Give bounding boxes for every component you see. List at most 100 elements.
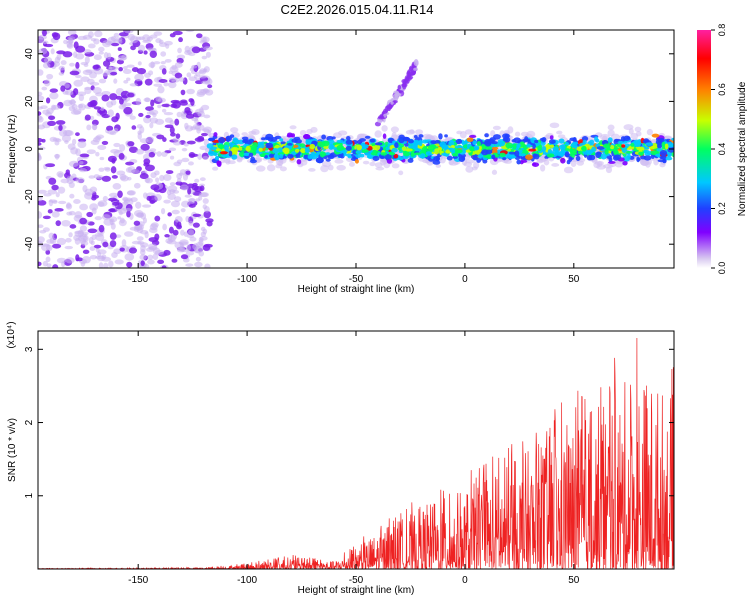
noise-blob (75, 53, 85, 60)
noise-blob (154, 233, 160, 241)
noise-blob (169, 33, 176, 38)
noise-blob (67, 30, 77, 36)
noise-blob (157, 104, 162, 109)
noise-blob (93, 54, 102, 61)
noise-blob (198, 75, 208, 79)
colorbar-tick-label: 0.4 (717, 143, 727, 156)
noise-blob (98, 46, 105, 52)
band-blob (287, 142, 293, 146)
noise-blob (69, 70, 80, 76)
band-blob (455, 138, 463, 145)
noise-blob (143, 158, 151, 165)
band-halo-blob (255, 165, 266, 172)
noise-blob (168, 81, 177, 89)
noise-blob (156, 134, 165, 140)
band-blob (518, 153, 526, 157)
noise-blob (163, 199, 171, 204)
noise-blob (177, 246, 183, 251)
noise-blob (122, 102, 132, 107)
band-blob (380, 152, 388, 156)
noise-blob (169, 126, 175, 134)
noise-blob (142, 192, 148, 199)
band-blob (569, 137, 577, 142)
band-blob (499, 152, 506, 158)
noise-blob (81, 255, 91, 264)
noise-blob (192, 213, 202, 217)
noise-blob (145, 136, 155, 144)
noise-blob (123, 79, 129, 84)
band-blob (265, 142, 274, 149)
band-halo-blob (241, 132, 248, 137)
noise-blob (117, 47, 122, 51)
band-blob (393, 153, 399, 159)
noise-blob (146, 47, 157, 51)
noise-blob (69, 62, 75, 67)
noise-blob (194, 261, 203, 268)
noise-blob (98, 78, 107, 84)
noise-blob (38, 142, 42, 146)
noise-blob (80, 240, 89, 246)
band-halo-blob (491, 169, 498, 175)
band-halo-blob (641, 159, 649, 167)
band-blob (634, 141, 641, 148)
band-blob (421, 146, 428, 153)
band-blob (608, 161, 616, 164)
noise-blob (189, 153, 199, 158)
noise-blob (115, 234, 122, 238)
noise-blob (192, 222, 200, 228)
band-halo-blob (464, 129, 473, 135)
noise-blob (38, 138, 43, 143)
band-blob (446, 155, 453, 161)
noise-blob (48, 177, 57, 185)
noise-blob (84, 114, 91, 121)
band-blob (279, 153, 284, 159)
noise-blob (47, 209, 53, 214)
band-blob (433, 156, 440, 162)
noise-blob (63, 83, 70, 89)
noise-blob (191, 46, 201, 54)
noise-blob (66, 40, 73, 48)
noise-blob (129, 83, 139, 87)
band-blob (218, 144, 225, 149)
band-blob (245, 145, 251, 152)
noise-blob (102, 241, 109, 248)
noise-blob (149, 199, 155, 204)
band-blob (630, 142, 635, 147)
noise-blob (113, 248, 122, 255)
noise-blob (124, 253, 135, 261)
noise-blob (85, 69, 94, 73)
noise-blob (52, 264, 59, 268)
spectrogram-y-tick-label: -20 (24, 189, 35, 204)
band-blob (425, 151, 432, 156)
noise-blob (66, 178, 74, 185)
band-blob (280, 141, 286, 145)
band-blob (604, 148, 609, 155)
noise-blob (198, 195, 203, 201)
noise-blob (101, 140, 109, 146)
noise-blob (60, 85, 66, 92)
noise-blob (169, 155, 175, 160)
band-blob (234, 139, 240, 145)
noise-blob (56, 237, 67, 246)
noise-blob (111, 175, 118, 179)
noise-blob (115, 37, 123, 42)
branch-blob (401, 82, 408, 88)
band-blob (325, 158, 331, 162)
noise-blob (68, 160, 79, 168)
noise-blob (160, 207, 166, 215)
noise-blob (108, 65, 113, 74)
noise-blob (194, 118, 199, 125)
band-blob (552, 146, 559, 152)
band-blob (564, 148, 570, 151)
noise-blob (110, 99, 117, 106)
noise-blob (177, 221, 182, 228)
noise-blob (109, 208, 116, 213)
noise-blob (150, 99, 155, 107)
band-blob (608, 157, 613, 162)
noise-blob (38, 106, 44, 110)
noise-blob (42, 40, 49, 45)
noise-blob (168, 147, 177, 152)
band-blob (304, 147, 310, 154)
band-blob (208, 150, 215, 156)
band-blob (644, 152, 652, 156)
